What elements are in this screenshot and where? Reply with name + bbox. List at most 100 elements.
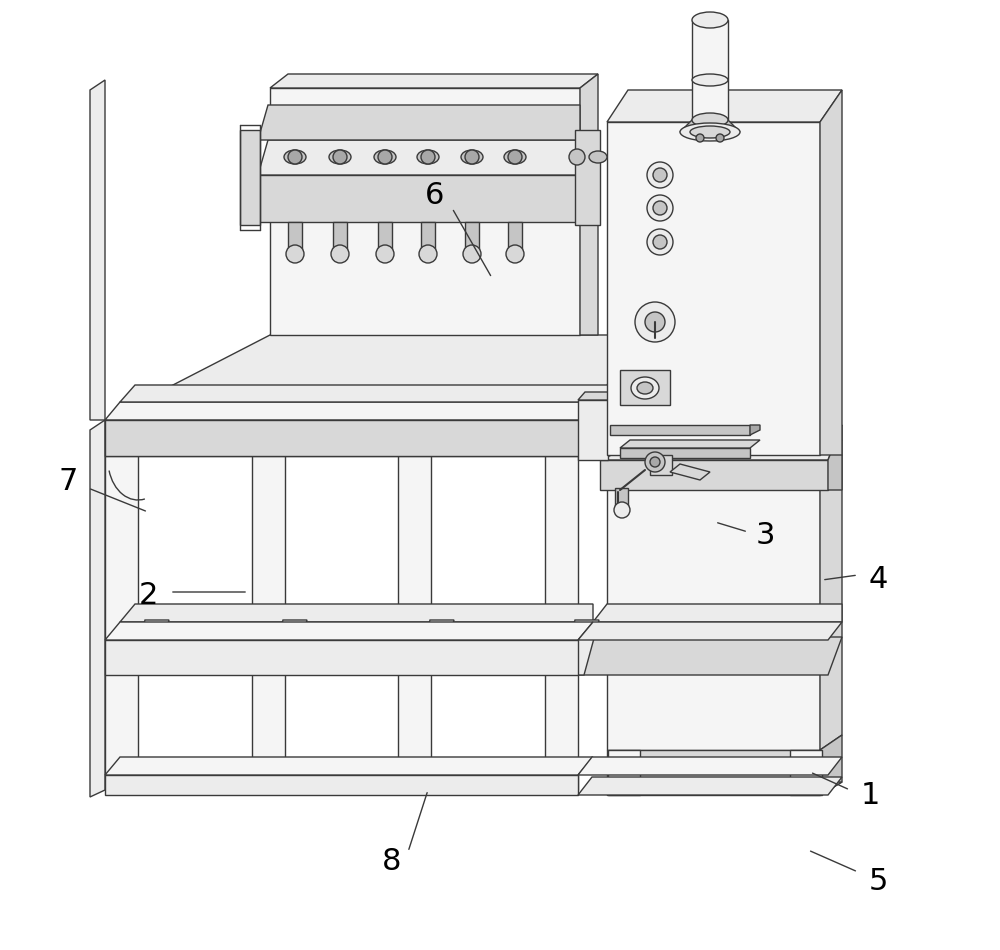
Polygon shape [820,455,842,750]
Circle shape [331,245,349,263]
Ellipse shape [504,150,526,164]
Polygon shape [258,105,580,140]
Polygon shape [608,750,640,795]
Polygon shape [820,735,842,795]
Polygon shape [593,604,842,622]
Circle shape [569,149,585,165]
Polygon shape [620,448,750,458]
Polygon shape [600,335,618,456]
Text: 2: 2 [138,580,158,610]
Polygon shape [105,775,578,795]
Text: 1: 1 [860,781,880,809]
Circle shape [376,245,394,263]
Polygon shape [578,757,842,775]
Circle shape [506,245,524,263]
Ellipse shape [680,123,740,141]
Polygon shape [578,400,608,460]
Polygon shape [620,370,670,405]
Ellipse shape [692,74,728,86]
Ellipse shape [637,382,653,394]
Polygon shape [750,425,760,435]
Text: 8: 8 [382,847,402,877]
Polygon shape [578,637,842,675]
Text: 4: 4 [868,565,888,595]
Polygon shape [90,80,105,420]
Polygon shape [607,440,842,455]
Circle shape [647,195,673,221]
Polygon shape [252,420,285,790]
Text: 6: 6 [425,180,445,210]
Polygon shape [680,120,740,132]
Ellipse shape [589,151,607,163]
Ellipse shape [329,150,351,164]
Text: 3: 3 [755,521,775,549]
Polygon shape [105,420,600,456]
Polygon shape [270,74,598,88]
Circle shape [378,150,392,164]
Polygon shape [258,175,580,222]
Polygon shape [607,122,820,455]
Polygon shape [545,420,578,790]
Polygon shape [650,455,672,475]
Polygon shape [258,138,580,222]
Polygon shape [465,222,479,250]
Polygon shape [90,420,105,797]
Ellipse shape [690,126,730,138]
Polygon shape [578,777,842,795]
Polygon shape [610,425,750,435]
Polygon shape [105,420,138,790]
Circle shape [508,150,522,164]
Polygon shape [378,222,392,250]
Polygon shape [790,750,822,795]
Polygon shape [333,222,347,250]
Polygon shape [120,604,593,622]
Polygon shape [105,335,618,420]
Polygon shape [105,757,593,775]
Polygon shape [692,20,728,120]
Polygon shape [240,130,260,225]
Polygon shape [130,620,169,675]
Polygon shape [578,622,842,640]
Ellipse shape [631,377,659,399]
Circle shape [696,134,704,142]
Polygon shape [820,90,842,455]
Circle shape [419,245,437,263]
Polygon shape [105,402,610,420]
Polygon shape [398,420,431,790]
Polygon shape [415,620,454,675]
Polygon shape [105,640,578,675]
Polygon shape [268,620,307,675]
Circle shape [716,134,724,142]
Polygon shape [105,420,600,456]
Polygon shape [607,782,842,795]
Circle shape [288,150,302,164]
Circle shape [653,201,667,215]
Ellipse shape [284,150,306,164]
Polygon shape [575,130,600,225]
Polygon shape [508,222,522,250]
Polygon shape [105,622,593,640]
Circle shape [653,168,667,182]
Polygon shape [560,620,599,675]
Circle shape [333,150,347,164]
Circle shape [635,302,675,342]
Circle shape [614,502,630,518]
Circle shape [286,245,304,263]
Polygon shape [607,750,820,795]
Ellipse shape [692,12,728,28]
Ellipse shape [417,150,439,164]
Polygon shape [828,425,842,490]
Circle shape [645,312,665,332]
Circle shape [653,235,667,249]
Polygon shape [620,440,760,448]
Circle shape [647,229,673,255]
Polygon shape [600,460,828,490]
Polygon shape [615,488,628,510]
Circle shape [465,150,479,164]
Polygon shape [258,140,580,175]
Circle shape [650,457,660,467]
Text: 7: 7 [58,467,78,497]
Polygon shape [421,222,435,250]
Polygon shape [607,90,842,122]
Circle shape [463,245,481,263]
